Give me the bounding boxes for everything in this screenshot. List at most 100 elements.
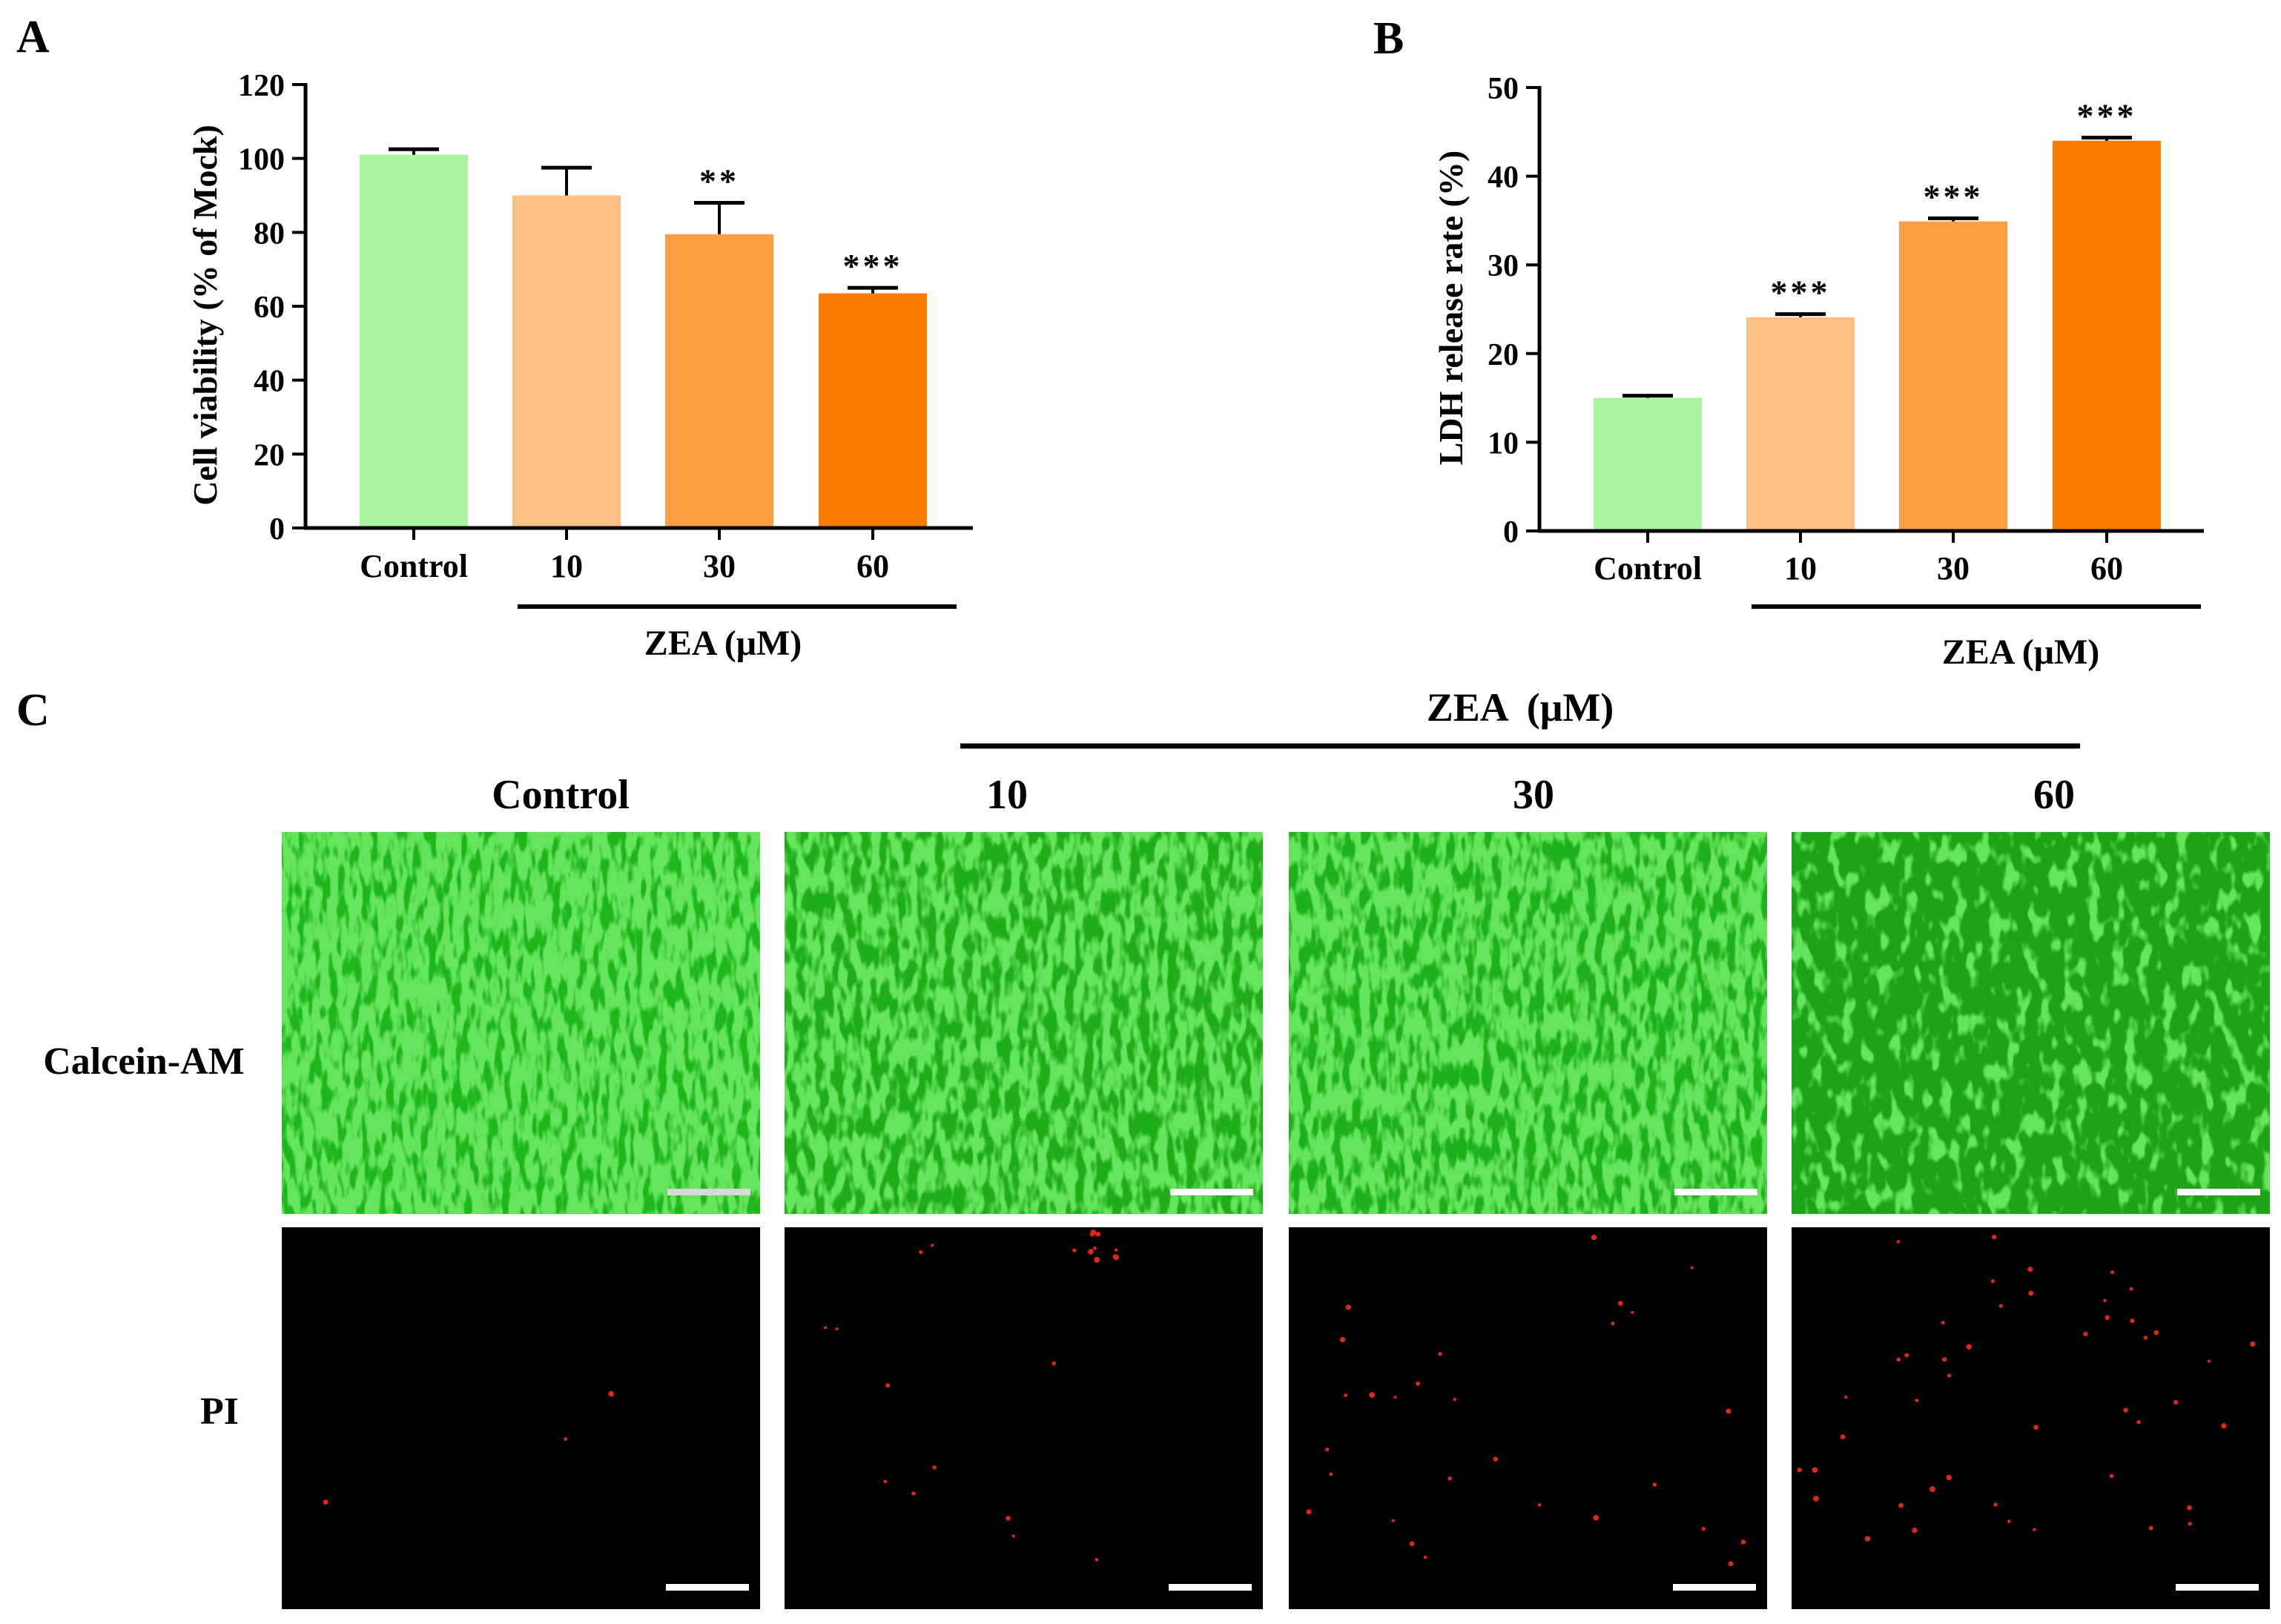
- pi-dead-cell-dot-3-16: [2007, 1519, 2011, 1523]
- pi-dead-cell-dot-2-26: [1611, 1321, 1615, 1326]
- chart-b-ldh-release: LDH release rate (%) ZEA (μM) Control ***…: [1432, 72, 2204, 672]
- chart-a-bar-0: [360, 154, 468, 528]
- panel-c-live-dead-staining: ZEA (μM) Calcein-AM PI Control 10 30 60: [43, 685, 2270, 1609]
- pi-dead-cell-dot-1-10: [1095, 1557, 1099, 1562]
- pi-dead-cell-dot-2-8: [1423, 1555, 1427, 1559]
- pi-dead-cell-dot-3-10: [2109, 1473, 2114, 1479]
- pi-dead-cell-dot-2-5: [1493, 1456, 1499, 1462]
- panel-label-a: A: [16, 12, 50, 62]
- pi-dead-cell-dot-3-25: [1896, 1240, 1901, 1244]
- chart-b-significance-2: ***: [1924, 177, 1984, 215]
- pi-dead-cell-dot-1-14: [930, 1244, 934, 1247]
- calcein-scale-bar-2: [1674, 1189, 1757, 1195]
- calcein-scale-bar-3: [2177, 1189, 2260, 1195]
- chart-a-bar-2: [665, 234, 773, 528]
- pi-dead-cell-dot-1-19: [932, 1465, 937, 1470]
- pi-dead-cell-dot-3-23: [1966, 1344, 1972, 1350]
- pi-dead-cell-dot-1-18: [1006, 1516, 1011, 1521]
- chart-b-ytick-label-0: 0: [1503, 515, 1519, 549]
- pi-dead-cell-dot-3-12: [2027, 1267, 2033, 1273]
- pi-dead-cell-dot-3-38: [2123, 1407, 2128, 1413]
- calcein-image-cells-2: [1289, 832, 1767, 1214]
- chart-a-category-label-3: 60: [856, 548, 889, 584]
- pi-dead-cell-dot-2-3: [1329, 1472, 1333, 1476]
- chart-a-bar-1: [512, 195, 621, 528]
- pi-dead-cell-dot-3-33: [2033, 1425, 2039, 1430]
- chart-b-ytick-label-4: 40: [1488, 161, 1519, 195]
- pi-dead-cell-dot-1-21: [1052, 1361, 1057, 1366]
- pi-dead-cell-dot-1-20: [883, 1479, 888, 1484]
- pi-dead-cell-dot-2-27: [1631, 1310, 1634, 1314]
- calcein-image-cells-1: [785, 832, 1263, 1214]
- pi-dead-cell-dot-3-36: [1797, 1468, 1802, 1473]
- pi-dead-cell-dot-3-19: [1941, 1321, 1945, 1325]
- pi-image-3: [1792, 1227, 2270, 1609]
- pi-dead-cell-dot-3-40: [2136, 1420, 2141, 1425]
- pi-dead-cell-dot-0-0: [323, 1499, 329, 1505]
- pi-dead-cell-dot-2-24: [1453, 1397, 1456, 1402]
- pi-dead-cell-dot-1-17: [911, 1491, 916, 1496]
- panel-label-c: C: [16, 685, 50, 736]
- panel-c-column-header-3: 60: [2033, 772, 2075, 818]
- pi-dead-cell-dot-2-12: [1339, 1337, 1346, 1343]
- chart-a-significance-2: **: [699, 162, 739, 199]
- pi-dead-cell-dot-1-2: [1092, 1247, 1097, 1250]
- chart-b-bar-3: [2053, 140, 2161, 531]
- chart-a-category-label-2: 30: [703, 548, 736, 584]
- pi-dead-cell-dot-3-29: [1896, 1357, 1901, 1362]
- pi-image-1: [785, 1227, 1263, 1609]
- pi-dead-cell-dot-3-42: [1990, 1279, 1996, 1284]
- pi-dead-cell-dot-1-13: [1011, 1534, 1015, 1538]
- pi-dead-cell-dot-3-35: [2250, 1341, 2256, 1347]
- pi-dead-cell-dot-1-6: [1113, 1254, 1120, 1261]
- panel-c-column-header-2: 30: [1513, 772, 1554, 818]
- pi-dead-cell-dot-2-1: [1726, 1408, 1732, 1414]
- pi-dead-cell-dot-2-14: [1369, 1392, 1376, 1399]
- chart-a-bar-3: [819, 293, 927, 528]
- pi-dead-cell-dot-2-25: [1306, 1509, 1312, 1515]
- pi-scale-bar-3: [2176, 1584, 2259, 1591]
- chart-a-category-label-1: 10: [550, 548, 583, 584]
- pi-dead-cell-dot-3-6: [2105, 1315, 2110, 1320]
- chart-a-category-label-0: Control: [360, 548, 468, 584]
- panel-label-b: B: [1373, 13, 1404, 64]
- pi-dead-cell-dot-3-2: [2083, 1331, 2088, 1337]
- pi-scale-bar-1: [1169, 1584, 1252, 1591]
- pi-dead-cell-dot-2-20: [1740, 1539, 1746, 1545]
- row-label-calcein: Calcein-AM: [43, 1040, 244, 1083]
- pi-dead-cell-dot-3-26: [2110, 1270, 2115, 1275]
- chart-a-cell-viability: Cell viability (% of Mock) ZEA (μM) Cont…: [186, 69, 973, 663]
- chart-a-ytick-label-4: 80: [254, 217, 285, 251]
- chart-b-bar-1: [1746, 317, 1855, 531]
- pi-dead-cell-dot-1-8: [1072, 1248, 1077, 1252]
- calcein-scale-bar-1: [1170, 1189, 1253, 1195]
- chart-b-ytick-label-2: 20: [1488, 338, 1519, 372]
- panel-c-group-label: ZEA (μM): [1427, 685, 1614, 730]
- chart-b-category-label-1: 10: [1784, 550, 1817, 587]
- chart-b-category-label-3: 60: [2090, 550, 2123, 587]
- pi-dead-cell-dot-3-22: [1864, 1536, 1871, 1542]
- chart-b-significance-1: ***: [1771, 274, 1831, 311]
- chart-a-significance-3: ***: [843, 247, 903, 285]
- pi-dead-cell-dot-2-18: [1416, 1381, 1421, 1386]
- pi-dead-cell-dot-3-9: [2187, 1505, 2192, 1511]
- pi-dead-cell-dot-2-0: [1537, 1503, 1542, 1507]
- chart-a-ylabel: Cell viability (% of Mock): [186, 125, 224, 506]
- pi-dead-cell-dot-3-27: [2130, 1318, 2135, 1324]
- pi-dead-cell-dot-3-39: [1898, 1502, 1904, 1508]
- pi-dead-cell-dot-3-14: [1942, 1357, 1947, 1362]
- pi-dead-cell-dot-2-10: [1409, 1541, 1415, 1547]
- chart-a-ytick-label-0: 0: [269, 512, 285, 547]
- pi-dead-cell-dot-3-34: [1930, 1486, 1935, 1493]
- chart-a-ytick-label-6: 120: [238, 69, 285, 103]
- pi-scale-bar-0: [666, 1584, 749, 1591]
- chart-b-ytick-label-1: 10: [1488, 426, 1519, 461]
- pi-dead-cell-dot-3-32: [1904, 1353, 1909, 1358]
- chart-b-ylabel: LDH release rate (%): [1432, 151, 1470, 466]
- pi-dead-cell-dot-1-16: [919, 1250, 923, 1255]
- chart-b-group-label: ZEA (μM): [1942, 633, 2100, 672]
- pi-dead-cell-dot-3-43: [1993, 1502, 1998, 1507]
- pi-dead-cell-dot-1-15: [835, 1327, 839, 1331]
- pi-dead-cell-dot-1-9: [1095, 1231, 1101, 1237]
